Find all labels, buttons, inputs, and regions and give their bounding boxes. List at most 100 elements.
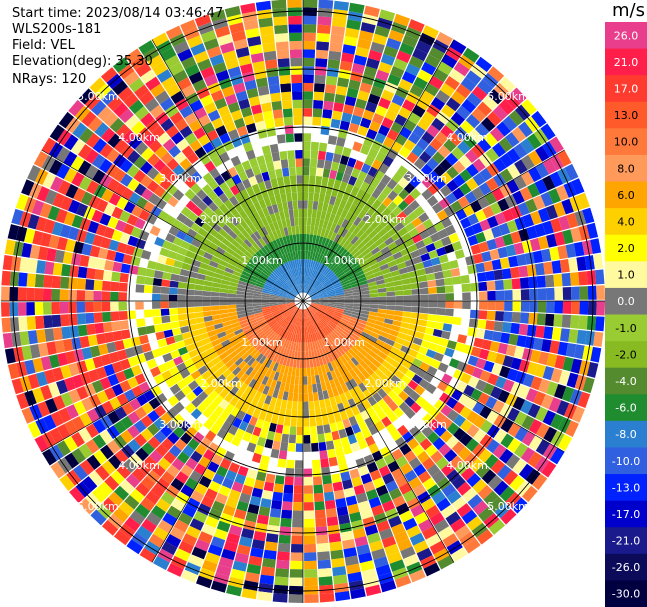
velocity-gate bbox=[290, 57, 302, 67]
velocity-gate bbox=[303, 317, 305, 327]
velocity-gate bbox=[85, 164, 99, 180]
velocity-gate bbox=[319, 303, 328, 307]
velocity-gate bbox=[127, 439, 141, 453]
velocity-gate bbox=[395, 256, 405, 265]
velocity-gate bbox=[416, 138, 429, 151]
velocity-gate bbox=[334, 327, 343, 335]
velocity-gate bbox=[377, 241, 388, 251]
velocity-gate bbox=[387, 241, 398, 251]
velocity-gate bbox=[308, 289, 316, 296]
velocity-gate bbox=[259, 94, 271, 105]
velocity-gate bbox=[339, 120, 350, 131]
velocity-gate bbox=[390, 216, 401, 227]
velocity-gate bbox=[24, 228, 36, 244]
velocity-gate bbox=[224, 403, 235, 414]
velocity-gate bbox=[211, 282, 221, 288]
velocity-gate bbox=[407, 348, 418, 358]
velocity-gate bbox=[350, 261, 360, 269]
velocity-gate bbox=[310, 260, 314, 269]
velocity-gate bbox=[286, 297, 295, 300]
velocity-gate bbox=[214, 416, 226, 428]
velocity-gate bbox=[311, 251, 316, 261]
velocity-gate bbox=[101, 460, 116, 475]
velocity-gate bbox=[335, 348, 343, 358]
velocity-gate bbox=[448, 358, 460, 369]
velocity-gate bbox=[444, 347, 455, 358]
velocity-gate bbox=[365, 184, 376, 196]
velocity-gate bbox=[239, 256, 249, 265]
velocity-gate bbox=[109, 397, 122, 411]
velocity-gate bbox=[448, 232, 460, 244]
colorbar-swatch bbox=[605, 22, 647, 50]
velocity-gate bbox=[234, 357, 244, 367]
velocity-gate bbox=[249, 434, 259, 445]
velocity-gate bbox=[576, 329, 587, 345]
velocity-gate bbox=[134, 433, 148, 447]
velocity-gate bbox=[503, 311, 513, 322]
velocity-gate bbox=[478, 182, 492, 196]
velocity-gate bbox=[101, 280, 111, 291]
velocity-gate bbox=[531, 110, 547, 128]
velocity-gate bbox=[271, 343, 278, 352]
velocity-gate bbox=[248, 378, 257, 389]
velocity-gate bbox=[244, 306, 254, 311]
velocity-gate bbox=[120, 144, 134, 159]
velocity-gate bbox=[292, 108, 303, 117]
velocity-gate bbox=[380, 218, 390, 228]
velocity-gate bbox=[76, 290, 86, 301]
velocity-gate bbox=[306, 317, 310, 326]
velocity-gate bbox=[383, 136, 395, 149]
velocity-gate bbox=[202, 195, 213, 207]
velocity-gate bbox=[288, 280, 294, 288]
velocity-gate bbox=[141, 442, 155, 456]
velocity-gate bbox=[521, 240, 533, 253]
velocity-gate bbox=[480, 419, 493, 434]
velocity-gate bbox=[287, 314, 294, 322]
velocity-gate bbox=[124, 495, 140, 510]
velocity-gate bbox=[254, 285, 264, 291]
velocity-gate bbox=[282, 254, 288, 263]
velocity-gate bbox=[345, 326, 354, 333]
velocity-gate bbox=[236, 307, 245, 312]
velocity-gate bbox=[258, 582, 274, 593]
velocity-gate bbox=[183, 374, 195, 385]
velocity-gate bbox=[311, 301, 320, 303]
velocity-gate bbox=[245, 309, 254, 314]
velocity-gate bbox=[365, 101, 378, 113]
velocity-gate bbox=[404, 238, 415, 248]
velocity-gate bbox=[334, 197, 342, 207]
velocity-gate bbox=[168, 444, 182, 458]
velocity-gate bbox=[233, 38, 248, 50]
velocity-gate bbox=[319, 276, 327, 284]
velocity-gate bbox=[23, 196, 37, 213]
velocity-gate bbox=[161, 279, 171, 287]
velocity-gate bbox=[152, 293, 161, 301]
velocity-gate bbox=[227, 297, 236, 301]
velocity-gate bbox=[253, 390, 263, 401]
velocity-gate bbox=[347, 398, 357, 409]
velocity-gate bbox=[257, 181, 267, 192]
velocity-gate bbox=[489, 248, 500, 261]
velocity-gate bbox=[249, 369, 258, 379]
velocity-gate bbox=[190, 171, 203, 183]
velocity-gate bbox=[269, 305, 279, 308]
velocity-gate bbox=[143, 285, 153, 294]
velocity-gate bbox=[9, 302, 19, 317]
velocity-gate bbox=[333, 214, 341, 225]
velocity-gate bbox=[312, 324, 317, 333]
velocity-gate bbox=[321, 466, 331, 477]
velocity-gate bbox=[338, 514, 351, 525]
velocity-gate bbox=[387, 411, 398, 423]
velocity-gate bbox=[303, 0, 318, 8]
velocity-gate bbox=[368, 496, 382, 509]
velocity-gate bbox=[312, 234, 317, 244]
velocity-gate bbox=[280, 193, 287, 203]
velocity-gate bbox=[450, 200, 463, 213]
velocity-gate bbox=[427, 431, 440, 444]
velocity-gate bbox=[377, 259, 388, 267]
velocity-gate bbox=[155, 477, 170, 491]
velocity-gate bbox=[448, 259, 459, 269]
velocity-gate bbox=[253, 531, 267, 542]
velocity-gate bbox=[165, 25, 183, 40]
velocity-gate bbox=[272, 230, 279, 240]
